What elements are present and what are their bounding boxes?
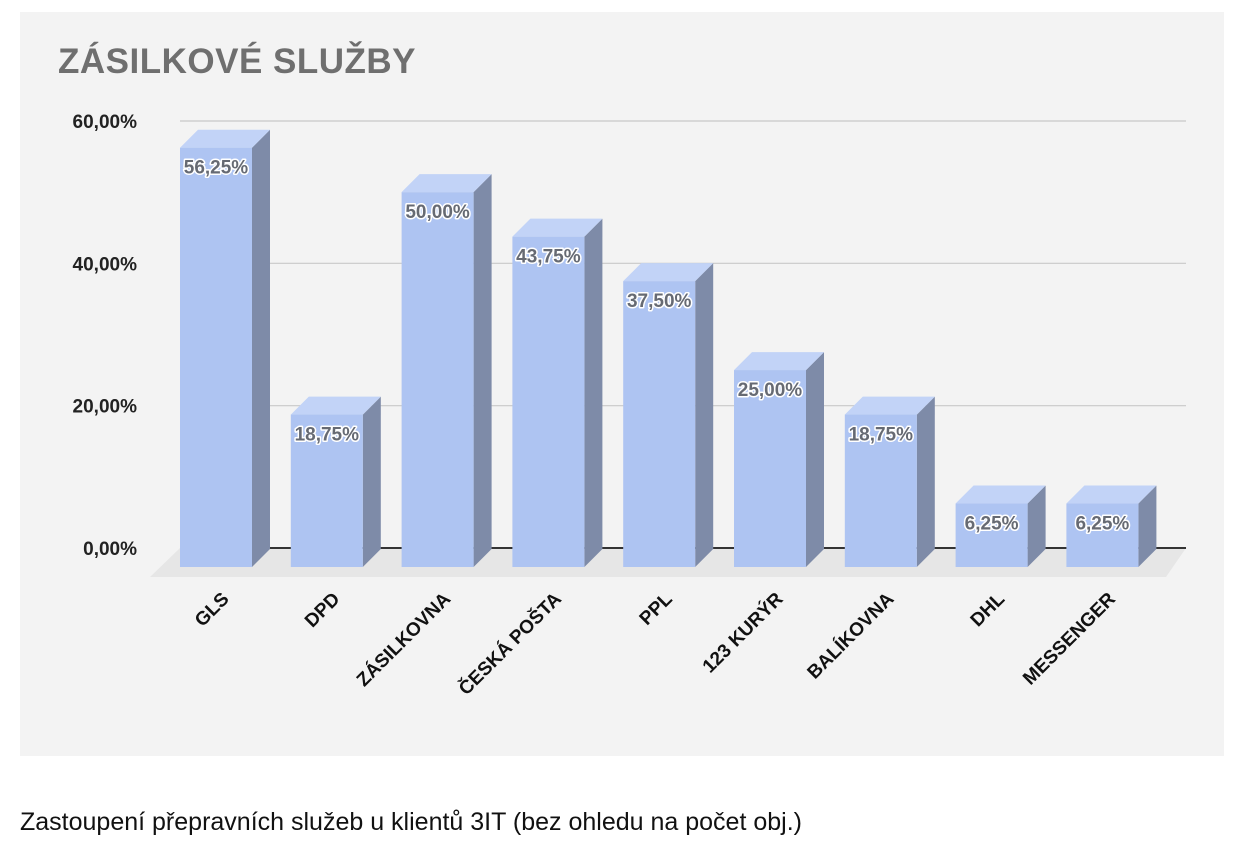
bar-side bbox=[252, 129, 270, 567]
bar bbox=[623, 281, 696, 567]
bar-group bbox=[1066, 485, 1157, 567]
x-tick-label: DPD bbox=[301, 589, 344, 632]
x-tick-label: ZÁSILKOVNA bbox=[352, 588, 455, 691]
y-tick-label: 20,00% bbox=[73, 397, 138, 418]
x-tick-label: PPL bbox=[636, 588, 677, 629]
bar bbox=[1066, 503, 1139, 567]
bar bbox=[180, 147, 252, 567]
bar-top bbox=[290, 396, 381, 415]
data-label: 37,50% bbox=[627, 291, 692, 312]
bar bbox=[955, 503, 1028, 567]
bar bbox=[844, 414, 917, 567]
x-tick-label: DHL bbox=[967, 588, 1010, 631]
bar-top bbox=[734, 352, 824, 371]
bar bbox=[734, 370, 806, 567]
data-label: 56,25% bbox=[184, 158, 249, 179]
x-tick-label: MESSENGER bbox=[1019, 588, 1120, 689]
y-tick-label: 40,00% bbox=[73, 254, 138, 275]
bar-side bbox=[362, 396, 381, 567]
bar-group bbox=[512, 218, 603, 568]
bar-side bbox=[806, 352, 824, 567]
bar-top bbox=[512, 218, 603, 237]
bar-group bbox=[623, 263, 714, 567]
bar-side bbox=[916, 396, 935, 567]
bar-group bbox=[180, 129, 270, 567]
bar-top bbox=[180, 129, 270, 148]
bar bbox=[401, 192, 474, 567]
data-label: 50,00% bbox=[405, 202, 470, 223]
data-label: 18,75% bbox=[849, 425, 914, 446]
bar-side bbox=[1138, 485, 1157, 567]
bar-group bbox=[844, 396, 935, 567]
data-label: 6,25% bbox=[1075, 514, 1129, 535]
x-tick-label: 123 KURÝR bbox=[698, 588, 788, 678]
x-tick-label: ČESKÁ POŠTA bbox=[454, 588, 566, 700]
figure-caption: Zastoupení přepravních služeb u klientů … bbox=[20, 808, 802, 836]
data-label: 18,75% bbox=[295, 425, 360, 446]
bar-side bbox=[1027, 485, 1046, 567]
bar bbox=[290, 414, 363, 567]
bar bbox=[512, 236, 585, 568]
x-tick-label: GLS bbox=[191, 589, 233, 631]
chart-title: ZÁSILKOVÉ SLUŽBY bbox=[58, 42, 417, 81]
data-label: 6,25% bbox=[965, 514, 1019, 535]
data-label: 25,00% bbox=[738, 380, 803, 401]
y-tick-label: 60,00% bbox=[73, 112, 138, 133]
bar-group bbox=[734, 352, 824, 567]
bar-side bbox=[584, 218, 603, 568]
bar-top bbox=[844, 396, 935, 415]
bar-side bbox=[695, 263, 714, 567]
bar-top bbox=[955, 485, 1046, 504]
chart-plot: 0,00% 20,00% 40,00% 60,00% 56,25% GLS 18,75% DP… bbox=[73, 112, 1186, 700]
x-tick-label: BALÍKOVNA bbox=[803, 588, 899, 684]
data-label: 43,75% bbox=[516, 247, 581, 268]
bar-side bbox=[473, 174, 492, 567]
y-tick-label: 0,00% bbox=[83, 539, 137, 560]
bar-group bbox=[401, 174, 492, 567]
bar-top bbox=[623, 263, 714, 282]
bar-group bbox=[955, 485, 1046, 567]
bar-top bbox=[401, 174, 492, 193]
bar-top bbox=[1066, 485, 1157, 504]
bar-group bbox=[290, 396, 381, 567]
